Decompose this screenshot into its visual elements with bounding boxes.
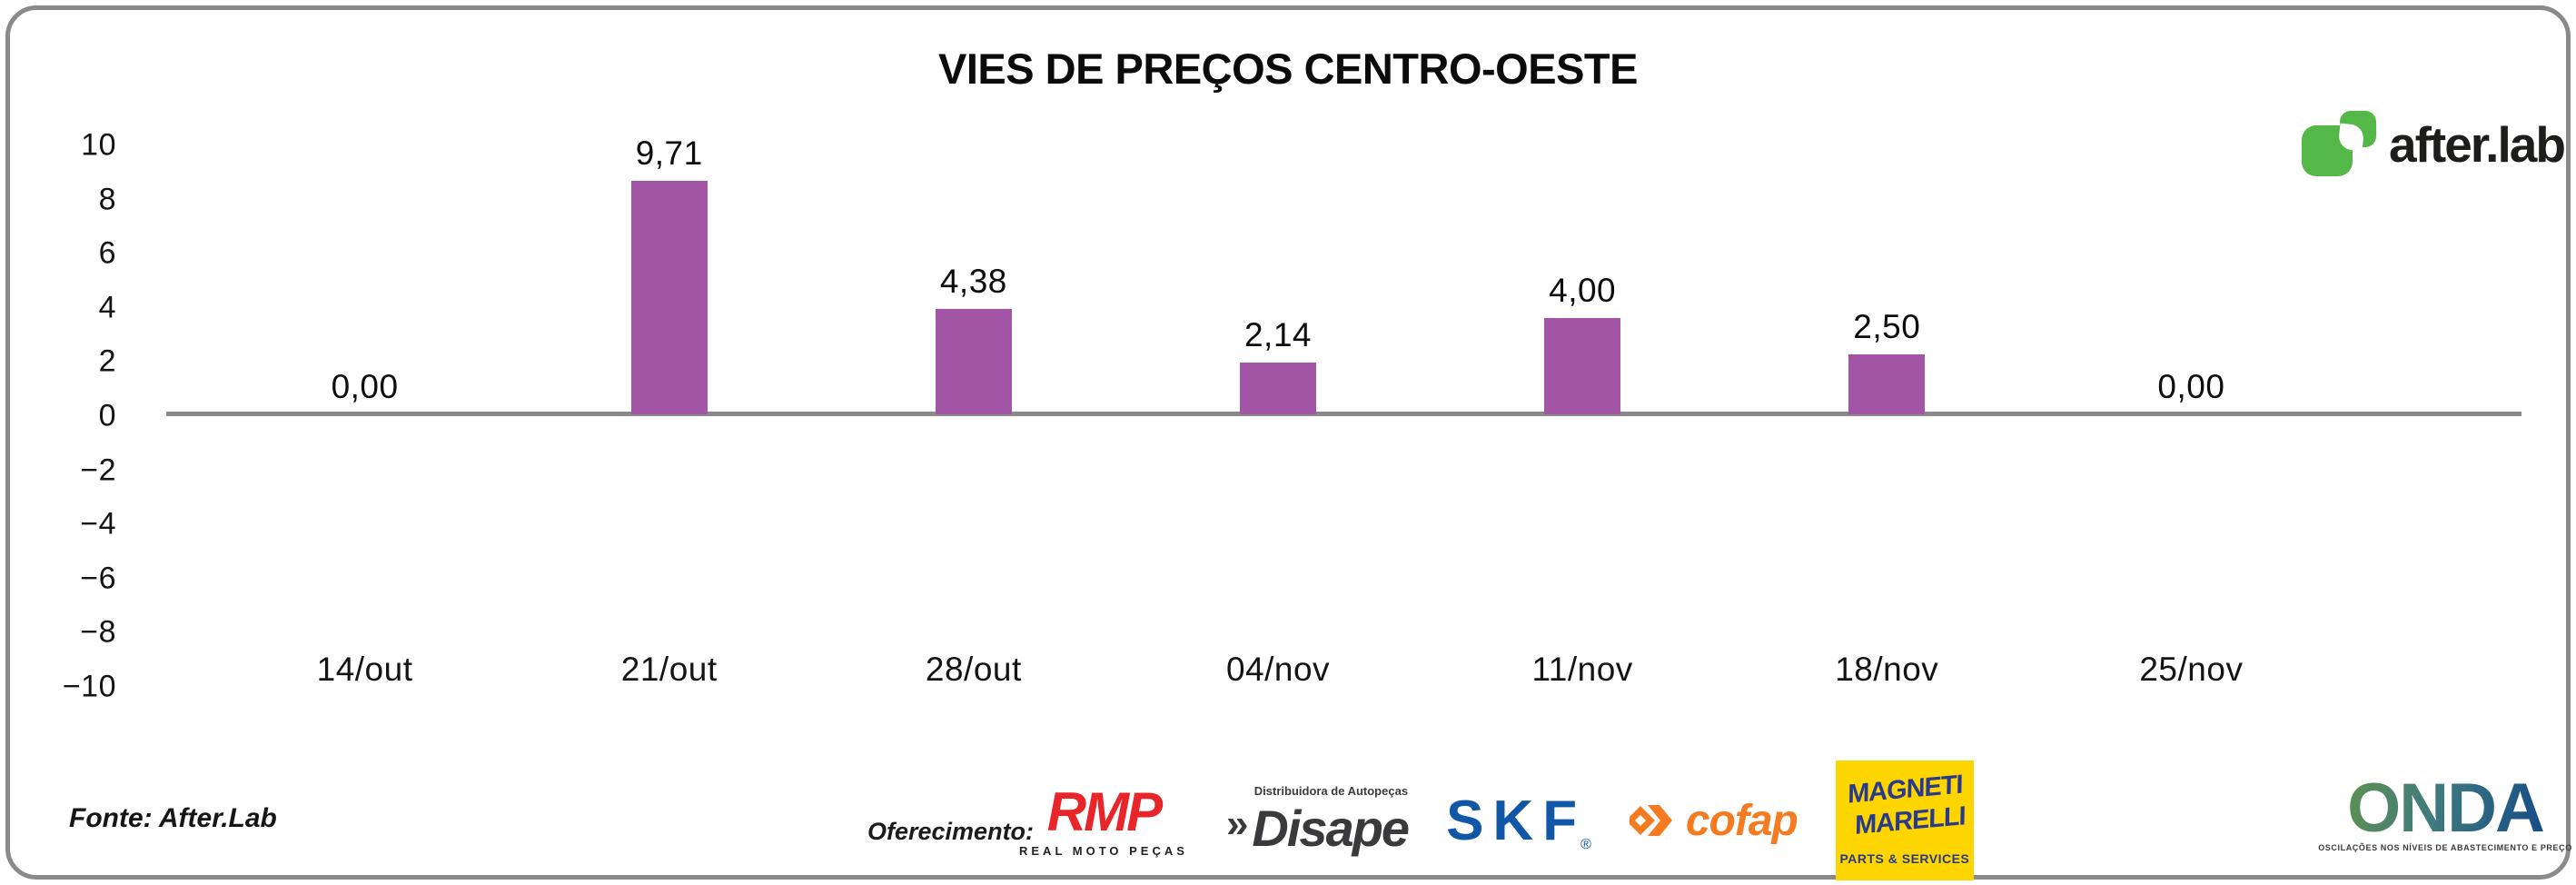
sponsor-logos: RMP REAL MOTO PEÇAS Distribuidora de Aut…: [1019, 760, 1974, 881]
bar: [1239, 363, 1316, 414]
y-tick-label: 2: [98, 343, 116, 379]
bar: [1848, 354, 1926, 414]
disape-logo: Distribuidora de Autopeças » Disape: [1225, 783, 1410, 858]
x-tick-label: 18/nov: [1835, 651, 1939, 688]
y-tick-label: −4: [80, 506, 116, 542]
bar-value-label: 9,71: [635, 134, 703, 172]
onda-wordmark: ONDA: [2347, 770, 2545, 847]
y-tick-label: −10: [62, 669, 116, 704]
bar-value-label: 2,50: [1853, 308, 1921, 345]
bar-value-label: 2,14: [1243, 316, 1312, 353]
bar-column: 2,50: [1735, 24, 2039, 414]
chart-title: VIES DE PREÇOS CENTRO-OESTE: [938, 45, 1638, 93]
skf-wordmark: SKF: [1446, 789, 1587, 852]
x-tick-label: 14/out: [316, 651, 413, 688]
x-tick-label: 28/out: [925, 651, 1022, 688]
y-tick-label: 4: [98, 290, 116, 325]
x-tick-label: 04/nov: [1225, 651, 1331, 688]
bar-column: 4,00: [1431, 24, 1735, 414]
bar-value-label: 0,00: [331, 368, 399, 405]
bar-column: 4,38: [821, 24, 1125, 414]
bar-value-label: 4,38: [939, 263, 1007, 300]
afterlab-logo: after.lab: [2302, 111, 2566, 178]
rmp-wordmark: RMP: [1046, 781, 1163, 842]
y-tick-label: −6: [80, 561, 116, 596]
disape-wordmark: Disape: [1252, 799, 1410, 857]
cofap-wordmark: cofap: [1685, 796, 1798, 845]
bar-series: 0,00 9,71 4,38 2,14 4,00 2,50 0,00: [213, 24, 2343, 414]
magneti-marelli-logo: MAGNETI MARELLI PARTS & SERVICES: [1835, 761, 1974, 880]
afterlab-icon: [2302, 111, 2376, 178]
bar: [1544, 318, 1621, 414]
bar: [630, 181, 708, 414]
onda-subtitle: OSCILAÇÕES NOS NÍVEIS DE ABASTECIMENTO E…: [2318, 843, 2572, 853]
y-tick-label: −8: [80, 614, 116, 650]
rmp-logo: RMP REAL MOTO PEÇAS: [1019, 781, 1188, 858]
disape-subtitle: Distribuidora de Autopeças: [1253, 783, 1409, 798]
y-tick-label: 6: [98, 235, 116, 271]
y-tick-label: 10: [81, 127, 116, 163]
cofap-logo: cofap: [1629, 796, 1798, 846]
y-tick-label: 8: [98, 182, 116, 217]
x-tick-label: 25/nov: [2139, 651, 2244, 688]
source-text: Fonte: After.Lab: [69, 803, 277, 833]
zero-baseline: [166, 412, 2522, 416]
bar-value-label: 0,00: [2157, 368, 2225, 405]
double-chevron-icon: »: [1225, 801, 1249, 846]
oferecimento-label: Oferecimento:: [867, 818, 1035, 845]
y-tick-label: 0: [98, 398, 116, 433]
bar-column: 0,00: [2039, 24, 2343, 414]
y-tick-label: −2: [80, 452, 116, 488]
bar: [935, 309, 1012, 414]
rmp-subtitle: REAL MOTO PEÇAS: [1019, 843, 1188, 858]
registered-mark-icon: ®: [1580, 836, 1591, 852]
bar-column: 0,00: [213, 24, 517, 414]
x-axis: 14/out 21/out 28/out 04/nov 11/nov 18/no…: [213, 651, 2343, 689]
bar-column: 9,71: [517, 24, 821, 414]
skf-logo: SKF ®: [1446, 789, 1591, 853]
cofap-x-icon: [1629, 805, 1672, 836]
afterlab-wordmark: after.lab: [2389, 116, 2566, 173]
marelli-subtitle: PARTS & SERVICES: [1839, 851, 1970, 866]
onda-logo: ONDA OSCILAÇÕES NOS NÍVEIS DE ABASTECIME…: [2318, 770, 2571, 852]
bar-value-label: 4,00: [1549, 272, 1617, 309]
x-tick-label: 11/nov: [1531, 651, 1633, 688]
bar-column: 2,14: [1125, 24, 1430, 414]
x-tick-label: 21/out: [620, 651, 718, 688]
